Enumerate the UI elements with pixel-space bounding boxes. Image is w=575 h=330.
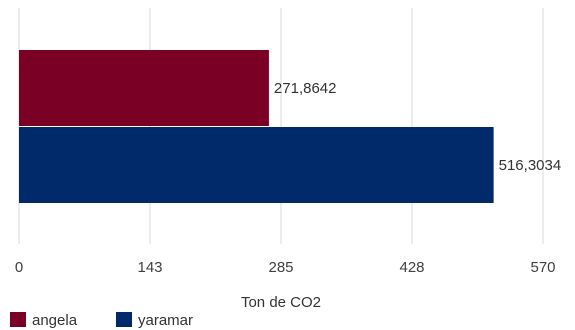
legend-label-yaramar: yaramar: [138, 312, 193, 329]
data-label-yaramar: 516,3034: [499, 157, 562, 174]
legend-label-angela: angela: [32, 312, 78, 329]
x-tick-label: 570: [530, 259, 555, 276]
data-label-angela: 271,8642: [274, 80, 337, 97]
x-tick-label: 0: [15, 259, 23, 276]
gridlines: [18, 8, 544, 244]
bar-yaramar: [19, 127, 494, 203]
legend-swatch-yaramar: [116, 312, 132, 327]
x-axis-title: Ton de CO2: [241, 294, 321, 311]
bar-angela: [19, 50, 269, 126]
bars: 271,8642 516,3034: [19, 50, 561, 203]
x-tick-label: 143: [137, 259, 162, 276]
legend-swatch-angela: [10, 312, 26, 327]
x-tick-label: 428: [399, 259, 424, 276]
legend: angela yaramar: [10, 312, 193, 329]
x-axis-ticks: 0 143 285 428 570: [15, 259, 556, 276]
x-tick-label: 285: [268, 259, 293, 276]
